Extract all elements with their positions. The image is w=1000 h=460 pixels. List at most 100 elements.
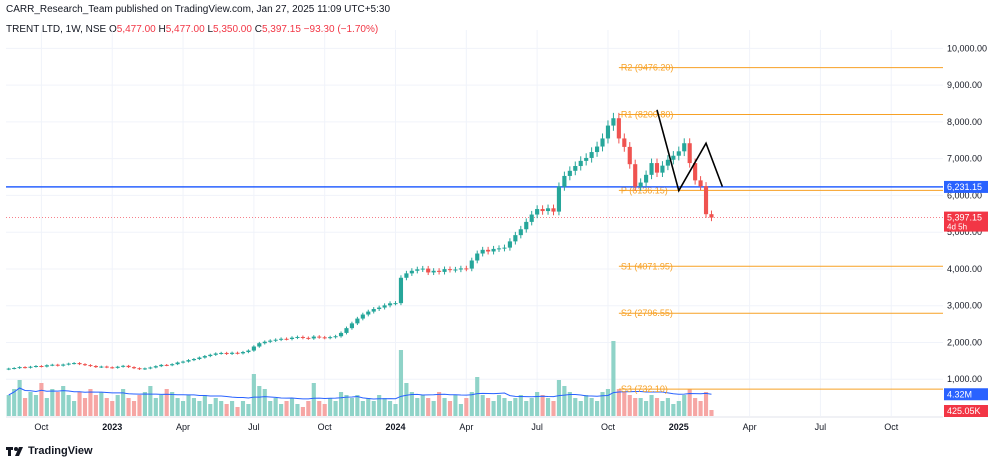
- published-note: CARR_Research_Team published on TradingV…: [6, 4, 391, 15]
- volume-bar: [638, 398, 643, 416]
- last-price-badge-text: 5,397.15: [947, 213, 982, 223]
- candle-body: [55, 364, 60, 366]
- candle-body: [366, 311, 371, 315]
- volume-bar: [273, 398, 278, 416]
- candle-body: [627, 146, 632, 165]
- candle-body: [605, 125, 611, 139]
- price-change: −93.30 (−1.70%): [303, 24, 379, 35]
- volume-bar: [524, 401, 529, 416]
- candle-body: [600, 138, 605, 147]
- candle-body: [126, 365, 131, 368]
- candle-body: [311, 336, 316, 339]
- candle-body: [257, 343, 262, 347]
- volume-bar: [676, 401, 681, 416]
- volume-bar: [268, 401, 273, 416]
- candle-body: [682, 143, 687, 152]
- volume-bar: [328, 398, 333, 416]
- symbol-title: TRENT LTD, 1W, NSE: [6, 24, 107, 35]
- candle-body: [687, 143, 692, 164]
- candle-body: [486, 249, 491, 252]
- candle-body: [72, 363, 77, 365]
- candle-body: [573, 166, 578, 171]
- volume-bar: [600, 392, 605, 416]
- support-price-badge: 6,231.15: [944, 180, 988, 193]
- volume-bar: [502, 398, 507, 416]
- volume-bar: [535, 392, 540, 416]
- candle-body: [507, 241, 512, 248]
- candle-body: [567, 170, 572, 176]
- volume-bar: [382, 398, 387, 416]
- volume-bar: [595, 401, 600, 416]
- volume-bar: [644, 401, 649, 416]
- candle-body: [6, 368, 11, 370]
- volume-bar: [12, 389, 17, 416]
- last-price-badge-countdown: 4d 5h: [947, 223, 967, 232]
- candle-body: [148, 367, 153, 369]
- candle-body: [50, 364, 55, 366]
- candle-body: [611, 118, 616, 126]
- volume-bar: [300, 407, 305, 416]
- volume-bar: [322, 404, 327, 416]
- volume-bar: [437, 392, 442, 416]
- candle-body: [279, 338, 284, 340]
- candle-body: [469, 260, 474, 269]
- candle-body: [12, 368, 17, 370]
- volume-bar: [6, 395, 11, 416]
- candle-body: [644, 174, 649, 183]
- volume-bar: [61, 386, 66, 416]
- volume-bar: [246, 404, 251, 416]
- volume-bar: [556, 380, 562, 416]
- candle-body: [622, 138, 627, 147]
- ohlc-close: C5,397.15: [254, 24, 301, 35]
- volume-bar: [404, 383, 409, 416]
- volume-bar: [191, 398, 197, 416]
- volume-bar: [82, 398, 88, 416]
- volume-badge: 425.05K: [944, 405, 988, 417]
- volume-bar: [44, 398, 49, 416]
- candle-body: [317, 336, 322, 338]
- candle-body: [289, 337, 295, 339]
- candle-body: [17, 367, 22, 369]
- volume-bar: [279, 404, 284, 416]
- pivot-label: P (6136.15): [621, 185, 668, 195]
- y-tick-label: 10,000.00: [947, 43, 987, 53]
- volume-bar: [186, 395, 191, 416]
- candle-body: [61, 364, 66, 366]
- brand-name: TradingView: [28, 445, 93, 457]
- volume-bar: [33, 395, 39, 416]
- volume-badge-text: 425.05K: [947, 406, 981, 416]
- x-tick-label: Jul: [248, 422, 260, 432]
- candle-body: [551, 208, 556, 212]
- pivot-label: S1 (4071.95): [621, 261, 673, 271]
- x-tick-label: Apr: [459, 422, 473, 432]
- candle-body: [371, 309, 376, 312]
- volume-bar: [589, 398, 594, 416]
- x-tick-label: Oct: [601, 422, 616, 432]
- volume-bar: [371, 401, 376, 416]
- pivot-label: S3 (732.10): [621, 384, 668, 394]
- volume-bar: [393, 404, 398, 416]
- candle-body: [415, 269, 420, 271]
- y-tick-label: 7,000.00: [947, 154, 982, 164]
- y-tick-label: 1,000.00: [947, 374, 982, 384]
- volume-bar: [578, 401, 583, 416]
- y-tick-label: 3,000.00: [947, 301, 982, 311]
- candle-body: [159, 364, 164, 367]
- candle-body: [437, 270, 442, 272]
- volume-bar: [573, 398, 578, 416]
- candle-body: [93, 366, 98, 368]
- volume-bar: [88, 389, 93, 416]
- volume-bar: [295, 404, 300, 416]
- volume-bar: [66, 395, 71, 416]
- volume-bar: [153, 398, 158, 416]
- candle-body: [208, 354, 213, 357]
- volume-bar: [208, 404, 213, 416]
- volume-bar: [235, 407, 240, 416]
- candle-body: [110, 367, 115, 369]
- candle-body: [295, 336, 300, 338]
- candle-body: [496, 248, 502, 250]
- candle-body: [660, 165, 665, 173]
- volume-bar: [240, 401, 246, 416]
